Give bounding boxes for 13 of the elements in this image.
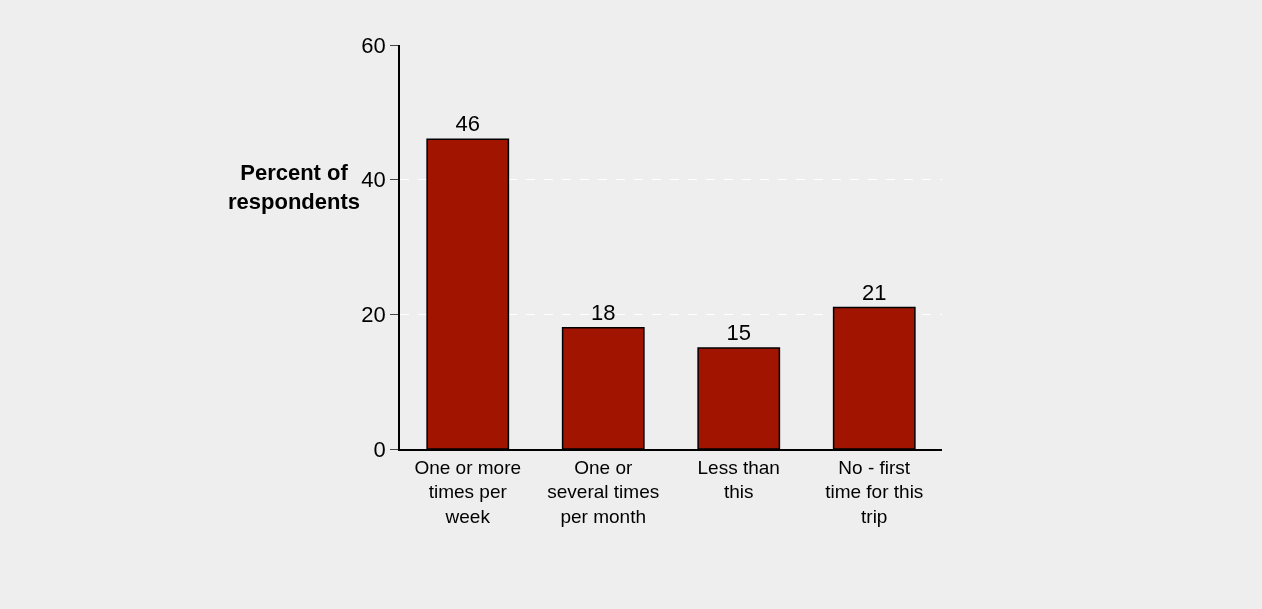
data-label: 21 <box>862 279 887 305</box>
x-tick-label: One or several times per month <box>547 456 660 527</box>
y-tick-label: 0 <box>373 436 386 462</box>
y-tick-label: 20 <box>361 302 386 328</box>
data-label: 46 <box>455 111 480 137</box>
y-axis-title: Percent of respondents <box>228 160 361 214</box>
data-label: 15 <box>726 320 751 345</box>
y-tick-label: 40 <box>361 167 386 193</box>
data-label: 18 <box>591 299 616 325</box>
x-tick-label: No - first time for this trip <box>825 456 924 527</box>
x-tick-label: Less than this <box>697 456 780 503</box>
x-tick-label: One or more times per week <box>414 456 522 527</box>
y-tick-label: 60 <box>361 32 386 58</box>
